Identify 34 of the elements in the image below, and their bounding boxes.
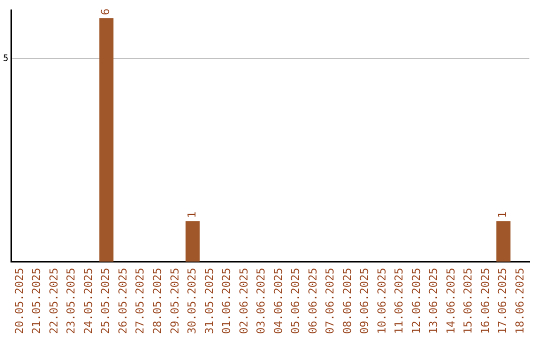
x-tick-label: 28.05.2025 [151,268,164,334]
x-tick-label: 03.06.2025 [254,268,268,334]
x-tick-label: 11.06.2025 [392,268,406,334]
x-tick-label: 23.05.2025 [64,268,78,334]
x-tick-label: 01.06.2025 [220,268,234,334]
x-tick-label: 30.05.2025 [186,268,199,334]
y-tick-label: 5 [2,54,8,64]
x-tick-label: 10.06.2025 [375,268,388,334]
x-tick-label: 29.05.2025 [168,268,182,334]
x-tick-label: 18.06.2025 [514,268,527,334]
data-label: 6 [99,8,112,16]
x-tick-label: 08.06.2025 [340,268,354,334]
x-tick-label: 25.05.2025 [99,268,112,334]
x-tick-label: 13.06.2025 [427,268,440,334]
x-tick-label: 22.05.2025 [47,268,60,334]
x-tick-label: 16.06.2025 [478,268,492,334]
x-tick-label: 24.05.2025 [82,268,95,334]
x-tick-label: 09.06.2025 [358,268,372,334]
x-tick-label: 21.05.2025 [30,268,44,334]
x-tick-label: 26.05.2025 [116,268,130,334]
x-tick-label: 12.06.2025 [410,268,423,334]
x-tick-label: 15.06.2025 [462,268,475,334]
data-label: 1 [496,212,510,218]
x-tick-label: 31.05.2025 [202,268,216,334]
x-tick-label: 06.06.2025 [306,268,320,334]
x-tick-label: 27.05.2025 [134,268,147,334]
x-tick-label: 04.06.2025 [272,268,285,334]
x-tick-label: 02.06.2025 [237,268,250,334]
x-tick-label: 05.06.2025 [289,268,302,334]
x-tick-label: 07.06.2025 [324,268,337,334]
x-tick-label: 14.06.2025 [444,268,458,334]
x-tick-label: 17.06.2025 [496,268,510,334]
data-label: 1 [186,212,199,218]
x-tick-label: 20.05.2025 [12,268,26,334]
